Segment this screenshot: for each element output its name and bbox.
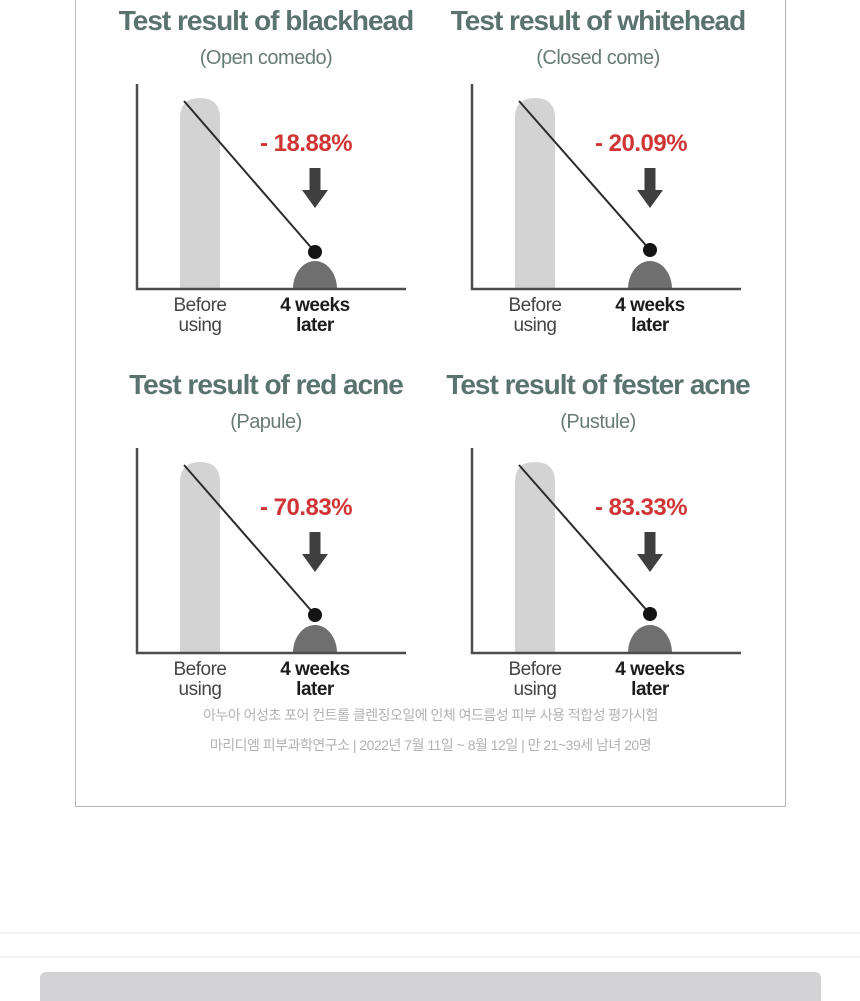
decline-chart-graphic [470,84,741,291]
down-arrow-icon [302,168,328,208]
label-4-weeks-later: 4 weeks later [280,659,350,700]
chart-subtitle: (Papule) [230,411,302,433]
before-bar [515,98,555,289]
before-bar [180,98,220,289]
label-before-using: Before using [508,295,562,336]
chart-title: Test result of whitehead [450,5,746,36]
test-disclaimer: 아누아 어성초 포어 컨트롤 클렌징오일에 인체 여드름성 피부 사용 적합성 … [76,704,785,764]
chart-plot: - 70.83% Before using 4 weeks later [134,448,406,714]
chart-subtitle: (Pustule) [560,411,636,433]
decline-chart-graphic [470,448,741,655]
decline-chart-graphic [135,84,406,291]
decline-line [183,464,316,616]
after-bar [293,261,337,289]
label-4-weeks-later: 4 weeks later [615,659,685,700]
section-divider-line [0,932,860,934]
data-point-dot [308,245,322,259]
section-divider-line [0,956,860,958]
label-4-weeks-later: 4 weeks later [615,295,685,336]
label-before-using: Before using [173,295,227,336]
before-bar [515,462,555,653]
label-4-weeks-later: 4 weeks later [280,295,350,336]
chart-subtitle: (Open comedo) [199,47,333,69]
results-card: Test result of blackhead (Open comedo) -… [75,0,786,807]
before-bar [180,462,220,653]
down-arrow-icon [637,168,663,208]
disclaimer-line-2: 마리디엠 피부과학연구소 | 2022년 7월 11일 ~ 8월 12일 | 만… [209,737,652,753]
chart-card-blackhead: Test result of blackhead (Open comedo) -… [96,4,436,350]
percent-change-label: - 20.09% [594,130,688,157]
chart-card-fester-acne: Test result of fester acne (Pustule) - 8… [428,368,768,714]
chart-title: Test result of fester acne [446,369,750,400]
axes [135,448,406,655]
decline-line [183,100,316,253]
data-point-dot [308,608,322,622]
chart-plot: - 18.88% Before using 4 weeks later [134,84,406,350]
data-point-dot [643,607,657,621]
chart-plot: - 20.09% Before using 4 weeks later [469,84,741,350]
percent-change-label: - 70.83% [259,494,353,521]
down-arrow-icon [302,532,328,572]
chart-subtitle: (Closed come) [536,47,660,69]
after-bar [293,625,337,653]
decline-line [518,100,651,251]
data-point-dot [643,243,657,257]
label-before-using: Before using [508,659,562,700]
x-axis-labels: Before using 4 weeks later [134,296,406,350]
x-axis-labels: Before using 4 weeks later [134,660,406,714]
next-section-bar [40,972,821,1001]
disclaimer-line-1: 아누아 어성초 포어 컨트롤 클렌징오일에 인체 여드름성 피부 사용 적합성 … [203,707,658,723]
x-axis-labels: Before using 4 weeks later [469,296,741,350]
after-bar [628,625,672,653]
percent-change-label: - 83.33% [594,494,688,521]
axes [470,84,741,291]
down-arrow-icon [637,532,663,572]
chart-card-whitehead: Test result of whitehead (Closed come) -… [428,4,768,350]
label-before-using: Before using [173,659,227,700]
x-axis-labels: Before using 4 weeks later [469,660,741,714]
chart-title: Test result of red acne [129,369,404,400]
chart-title: Test result of blackhead [118,5,414,36]
chart-card-red-acne: Test result of red acne (Papule) - 70.83… [96,368,436,714]
after-bar [628,261,672,289]
percent-change-label: - 18.88% [259,130,353,157]
axes [135,84,406,291]
axes [470,448,741,655]
chart-plot: - 83.33% Before using 4 weeks later [469,448,741,714]
decline-line [518,464,651,615]
decline-chart-graphic [135,448,406,655]
